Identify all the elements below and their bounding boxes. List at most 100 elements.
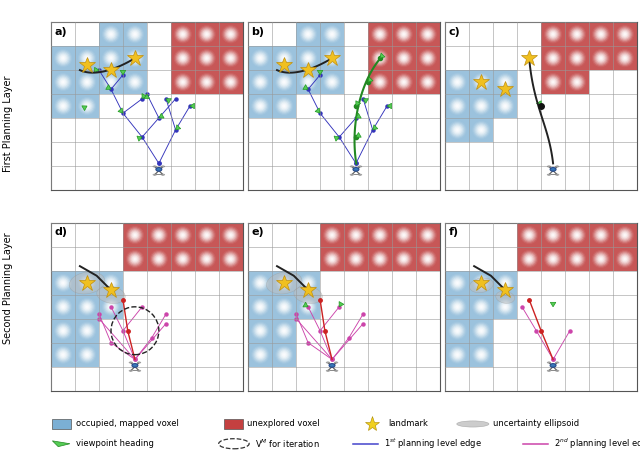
Ellipse shape [132,233,137,237]
Ellipse shape [423,54,432,63]
Ellipse shape [328,55,335,61]
Ellipse shape [81,76,93,88]
Ellipse shape [176,228,189,242]
Bar [296,295,320,319]
Ellipse shape [323,25,341,44]
Ellipse shape [108,55,115,61]
Ellipse shape [330,32,334,37]
Ellipse shape [79,74,95,90]
Ellipse shape [201,53,212,64]
Ellipse shape [576,81,578,83]
Ellipse shape [419,49,437,67]
Ellipse shape [456,129,458,131]
Ellipse shape [328,77,337,87]
Ellipse shape [59,278,68,288]
Ellipse shape [378,80,382,84]
Ellipse shape [593,26,609,42]
Ellipse shape [176,75,189,89]
Ellipse shape [477,101,486,110]
Ellipse shape [593,227,609,243]
Ellipse shape [61,352,65,357]
Ellipse shape [478,279,484,286]
Ellipse shape [307,33,309,35]
Ellipse shape [573,55,580,61]
Ellipse shape [300,74,316,90]
Ellipse shape [379,33,381,35]
Ellipse shape [453,77,462,87]
Ellipse shape [472,121,490,139]
Ellipse shape [256,326,265,335]
Ellipse shape [479,104,484,108]
Ellipse shape [328,79,335,86]
Ellipse shape [106,30,116,39]
Ellipse shape [476,124,487,136]
Ellipse shape [575,233,579,237]
Ellipse shape [61,328,65,333]
Ellipse shape [572,30,582,39]
Ellipse shape [103,26,119,42]
Ellipse shape [180,56,185,60]
Ellipse shape [544,226,562,244]
Ellipse shape [104,27,118,41]
Ellipse shape [225,28,236,40]
Ellipse shape [477,350,486,359]
Ellipse shape [131,232,138,239]
Ellipse shape [58,76,69,88]
Ellipse shape [497,299,513,315]
Ellipse shape [358,166,362,167]
Ellipse shape [620,230,629,240]
Ellipse shape [474,276,488,290]
Ellipse shape [252,74,268,90]
Ellipse shape [479,281,484,285]
Bar [219,70,243,94]
Ellipse shape [307,81,309,83]
Polygon shape [356,113,361,118]
Ellipse shape [326,362,330,363]
Ellipse shape [427,81,429,83]
Ellipse shape [301,75,315,89]
Bar [445,70,469,94]
Ellipse shape [177,76,188,88]
Ellipse shape [60,279,67,286]
Ellipse shape [180,80,185,84]
Ellipse shape [153,253,164,265]
Ellipse shape [328,31,335,38]
Ellipse shape [103,50,119,66]
Ellipse shape [525,256,532,262]
Ellipse shape [80,75,94,89]
Ellipse shape [454,279,461,286]
Bar [445,94,469,118]
Ellipse shape [592,25,610,44]
Bar [52,419,71,429]
Ellipse shape [151,251,167,267]
Ellipse shape [201,229,212,241]
Ellipse shape [127,26,143,42]
Ellipse shape [324,26,340,42]
Ellipse shape [593,50,609,66]
Ellipse shape [280,326,289,335]
Ellipse shape [422,76,433,88]
Ellipse shape [178,255,188,263]
Ellipse shape [277,99,291,113]
Ellipse shape [331,81,333,83]
Bar [219,46,243,70]
Ellipse shape [252,323,268,339]
Ellipse shape [427,258,429,260]
Ellipse shape [396,50,412,66]
Ellipse shape [401,56,406,60]
Ellipse shape [595,229,607,241]
Ellipse shape [479,352,484,357]
Ellipse shape [504,282,506,284]
Ellipse shape [258,80,262,84]
Ellipse shape [56,75,70,89]
Ellipse shape [79,98,95,114]
Bar [344,247,368,271]
Ellipse shape [328,54,337,63]
Ellipse shape [474,74,489,90]
Ellipse shape [373,75,387,89]
Ellipse shape [282,80,287,84]
Ellipse shape [547,27,560,41]
Ellipse shape [259,81,261,83]
Ellipse shape [451,276,464,290]
Ellipse shape [396,74,412,90]
